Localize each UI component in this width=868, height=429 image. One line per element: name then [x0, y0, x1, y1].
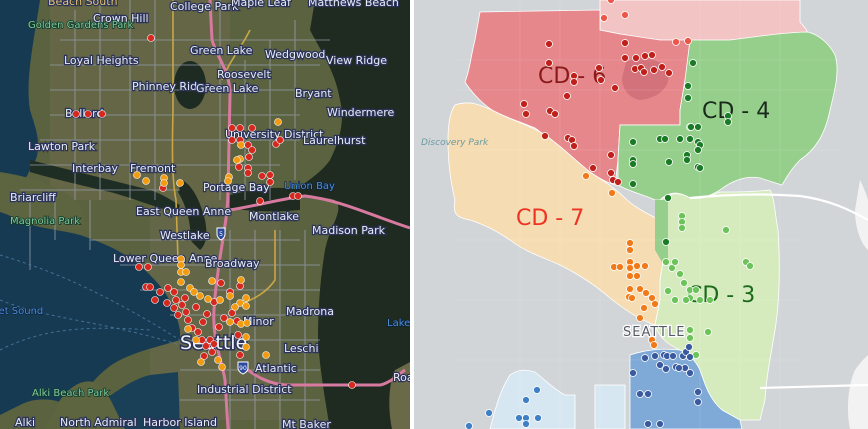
district-map-panel[interactable]: Discovery Park CD - 6 CD - 4 CD - 7 CD -…: [414, 0, 868, 429]
label-madrona: Madrona: [286, 305, 334, 318]
label-lawton-park: Lawton Park: [28, 140, 96, 153]
district-cd-2[interactable]: [629, 348, 743, 429]
label-portage-bay: Portage Bay: [203, 181, 270, 194]
label-roanoke: Roanoke: [393, 371, 410, 384]
district-map-canvas[interactable]: Discovery Park CD - 6 CD - 4 CD - 7 CD -…: [414, 0, 868, 429]
label-north-admiral: North Admiral: [60, 416, 137, 429]
label-crown-hill: Crown Hill: [93, 12, 149, 25]
label-madison-park: Madison Park: [312, 224, 386, 237]
label-wedgwood: Wedgwood: [265, 48, 325, 61]
label-golden-gardens-park: Golden Gardens Park: [28, 20, 134, 31]
label-montlake: Montlake: [249, 210, 299, 223]
label-green-lake: Green Lake: [196, 82, 259, 95]
label-atlantic: Atlantic: [255, 362, 297, 375]
satellite-map-canvas[interactable]: 5 90 Beach South Crown Hill College Park…: [0, 0, 410, 429]
label-magnolia-park: Magnolia Park: [10, 216, 80, 227]
label-mt-baker: Mt Baker: [282, 418, 331, 429]
label-cd-7: CD - 7: [516, 206, 584, 231]
district-cd-1[interactable]: [489, 369, 576, 429]
label-university-district: University District: [225, 128, 324, 141]
satellite-map-panel[interactable]: 5 90 Beach South Crown Hill College Park…: [0, 0, 410, 429]
label-college-park: College Park: [170, 0, 239, 13]
label-fremont: Fremont: [130, 162, 176, 175]
label-phinney-ridge: Phinney Ridge: [132, 80, 211, 93]
panel-divider: [410, 0, 414, 429]
label-loyal-heights: Loyal Heights: [64, 54, 139, 67]
label-beach-south: Beach South: [48, 0, 118, 8]
i5-shield-icon: 5: [216, 227, 226, 241]
label-east-queen-anne: East Queen Anne: [136, 205, 231, 218]
label-ballard: Ballard: [65, 107, 103, 120]
label-seattle-right: SEATTLE: [623, 325, 685, 340]
label-matthews-beach: Matthews Beach: [308, 0, 399, 9]
label-lake-washington: Lake Washington: [387, 318, 410, 329]
label-westlake: Westlake: [160, 229, 210, 242]
svg-text:90: 90: [239, 365, 247, 372]
svg-text:5: 5: [219, 231, 223, 238]
label-view-ridge: View Ridge: [326, 54, 387, 67]
label-lower-queen-anne: Lower Queen Anne: [113, 252, 218, 265]
label-green-lake-north: Green Lake: [190, 44, 253, 57]
label-leschi: Leschi: [284, 342, 319, 355]
label-bryant: Bryant: [295, 87, 332, 100]
label-alki-beach-park: Alki Beach Park: [32, 388, 109, 399]
label-union-bay: Union Bay: [284, 181, 335, 192]
label-briarcliff: Briarcliff: [10, 191, 56, 204]
label-discovery-park: Discovery Park: [421, 138, 489, 148]
label-minor: Minor: [243, 315, 274, 328]
label-roosevelt: Roosevelt: [217, 68, 271, 81]
i90-shield-icon: 90: [237, 361, 249, 375]
label-cd-4: CD - 4: [702, 99, 770, 124]
label-interbay: Interbay: [72, 162, 119, 175]
label-windermere: Windermere: [327, 106, 395, 119]
incident-dots-left[interactable]: [72, 34, 356, 389]
label-harbor-island: Harbor Island: [143, 416, 217, 429]
label-maple-leaf: Maple Leaf: [231, 0, 292, 9]
label-alki: Alki: [15, 416, 35, 429]
label-industrial-district: Industrial District: [197, 383, 292, 396]
label-laurelhurst: Laurelhurst: [303, 134, 366, 147]
incident-dots-right[interactable]: [465, 0, 754, 429]
label-broadway: Broadway: [205, 257, 260, 270]
label-puget-sound: Puget Sound: [0, 306, 43, 317]
